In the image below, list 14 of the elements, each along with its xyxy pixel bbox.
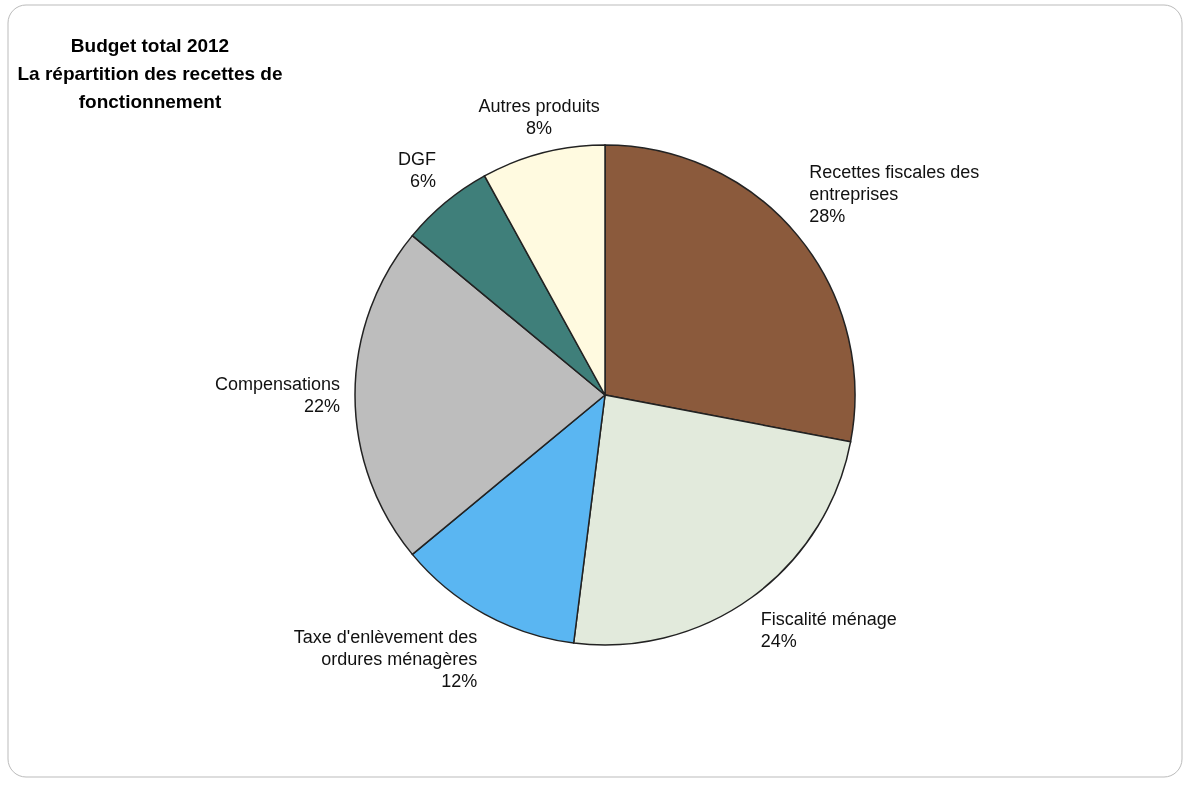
slice-label: Autres produits [478,96,600,117]
data-label: 6% [410,170,437,191]
slice-label: Fiscalité ménage [760,609,897,630]
data-label: 8% [526,118,553,139]
data-label: 24% [760,631,797,652]
data-label: 12% [441,671,478,692]
chart-subtitle: La répartition des recettes de fonctionnement [17,63,283,112]
slice-label: Taxe d'enlèvement des ordures ménagères [293,627,478,670]
data-label: 22% [303,396,340,416]
slice-label: Compensations [214,374,340,394]
chart-title: Budget total 2012 [70,35,230,56]
data-label: 28% [809,206,846,227]
slice-label: Recettes fiscales des entreprises [809,162,980,205]
slice-label: DGF [398,148,437,169]
